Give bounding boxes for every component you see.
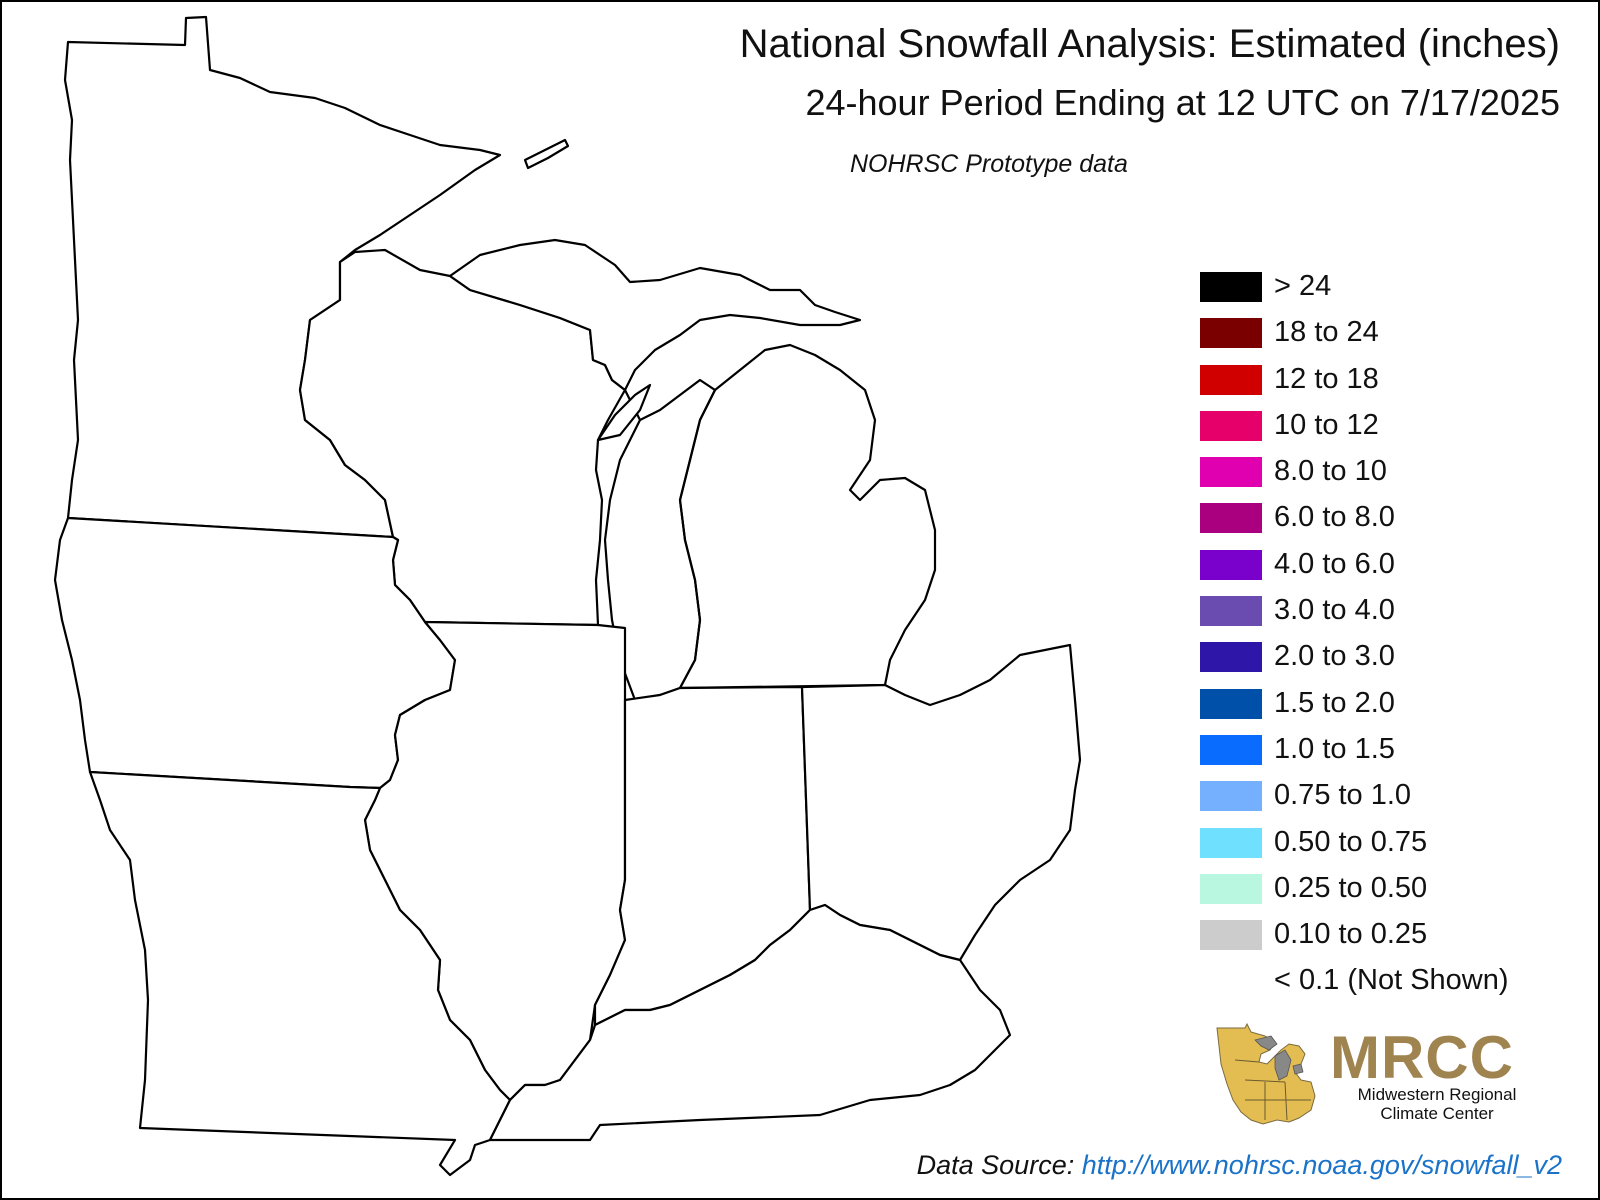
legend-item: 3.0 to 4.0 — [1200, 594, 1540, 642]
legend-swatch — [1200, 318, 1262, 349]
legend-item: < 0.1 (Not Shown) — [1200, 964, 1540, 1012]
legend-label: < 0.1 (Not Shown) — [1274, 964, 1509, 997]
legend-label: 0.10 to 0.25 — [1274, 918, 1428, 951]
legend-label: 1.5 to 2.0 — [1274, 686, 1395, 719]
map-title: National Snowfall Analysis: Estimated (i… — [739, 22, 1560, 66]
legend-label: 0.75 to 1.0 — [1274, 779, 1412, 812]
legend: > 24 18 to 24 12 to 18 10 to 12 8.0 to 1… — [1200, 270, 1540, 1013]
legend-item: 6.0 to 8.0 — [1200, 501, 1540, 549]
legend-label: 0.25 to 0.50 — [1274, 871, 1428, 904]
data-note: NOHRSC Prototype data — [850, 150, 1128, 178]
legend-label: 8.0 to 10 — [1274, 455, 1387, 488]
legend-swatch — [1200, 827, 1262, 858]
state-ohio — [800, 643, 1082, 962]
state-michigan-up — [448, 238, 862, 392]
data-source: Data Source: http://www.nohrsc.noaa.gov/… — [917, 1150, 1562, 1181]
legend-item: 10 to 12 — [1200, 408, 1540, 457]
legend-label: > 24 — [1274, 270, 1332, 302]
legend-item: 0.75 to 1.0 — [1200, 779, 1540, 827]
legend-label: 6.0 to 8.0 — [1274, 501, 1395, 534]
legend-swatch — [1200, 596, 1262, 627]
legend-item: 18 to 24 — [1200, 316, 1540, 364]
mrcc-logo-line2: Climate Center — [1380, 1104, 1494, 1123]
legend-label: 18 to 24 — [1274, 316, 1379, 349]
legend-item: 0.10 to 0.25 — [1200, 918, 1540, 966]
state-kentucky — [488, 903, 1012, 1142]
legend-swatch — [1200, 503, 1262, 534]
mrcc-logo-state-lines — [1234, 1059, 1311, 1121]
legend-swatch — [1200, 966, 1262, 996]
isle-royale — [523, 138, 570, 170]
legend-label: 4.0 to 6.0 — [1274, 547, 1395, 580]
legend-item: 12 to 18 — [1200, 362, 1540, 411]
legend-item: 0.25 to 0.50 — [1200, 871, 1540, 920]
legend-label: 10 to 12 — [1274, 408, 1379, 441]
legend-swatch — [1200, 272, 1262, 302]
legend-label: 1.0 to 1.5 — [1274, 732, 1395, 765]
legend-swatch — [1200, 549, 1262, 580]
legend-swatch — [1200, 457, 1262, 488]
legend-label: 0.50 to 0.75 — [1274, 825, 1428, 858]
mrcc-logo — [1216, 1022, 1316, 1125]
legend-swatch — [1200, 364, 1262, 395]
legend-swatch — [1200, 920, 1262, 951]
legend-item: 1.5 to 2.0 — [1200, 686, 1540, 735]
lake-michigan-shore — [603, 378, 717, 702]
legend-item: > 24 — [1200, 270, 1540, 318]
legend-swatch — [1200, 734, 1262, 765]
mrcc-logo-wordmark: MRCC — [1330, 1024, 1514, 1091]
legend-swatch — [1200, 410, 1262, 441]
map-subtitle: 24-hour Period Ending at 12 UTC on 7/17/… — [805, 82, 1560, 123]
legend-swatch — [1200, 688, 1262, 719]
legend-item: 4.0 to 6.0 — [1200, 547, 1540, 596]
legend-label: 12 to 18 — [1274, 362, 1379, 395]
legend-swatch — [1200, 781, 1262, 812]
mrcc-logo-line1: Midwestern Regional — [1357, 1085, 1517, 1104]
legend-item: 2.0 to 3.0 — [1200, 640, 1540, 688]
legend-swatch — [1200, 642, 1262, 673]
legend-label: 2.0 to 3.0 — [1274, 640, 1395, 673]
data-source-link[interactable]: http://www.nohrsc.noaa.gov/snowfall_v2 — [1081, 1150, 1562, 1180]
door-peninsula — [596, 383, 652, 442]
data-source-label: Data Source: — [916, 1150, 1075, 1180]
legend-item: 1.0 to 1.5 — [1200, 732, 1540, 781]
mrcc-logo-subtitle: Midwestern Regional Climate Center — [1352, 1085, 1522, 1123]
state-michigan-lp — [678, 343, 937, 690]
legend-item: 0.50 to 0.75 — [1200, 825, 1540, 874]
mrcc-logo-lakes-icon — [1254, 1035, 1304, 1081]
legend-item: 8.0 to 10 — [1200, 455, 1540, 503]
legend-swatch — [1200, 873, 1262, 904]
legend-label: 3.0 to 4.0 — [1274, 594, 1395, 627]
